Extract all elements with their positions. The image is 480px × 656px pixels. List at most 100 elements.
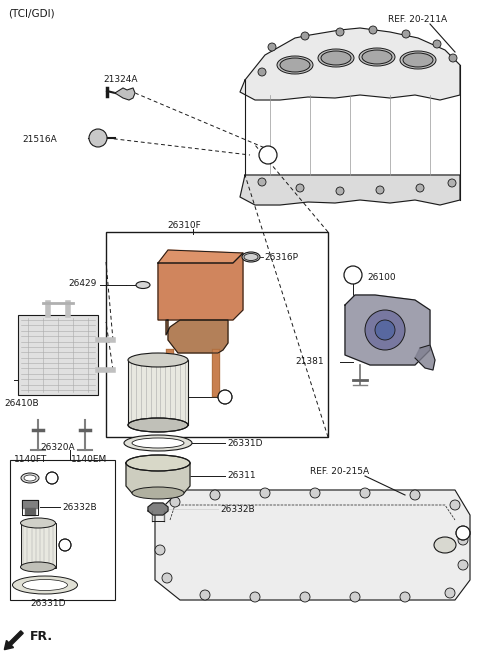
FancyArrow shape <box>4 631 23 649</box>
Ellipse shape <box>277 56 313 74</box>
Ellipse shape <box>362 50 392 64</box>
Text: 1140EM: 1140EM <box>71 455 107 464</box>
Text: 1: 1 <box>62 541 67 550</box>
Bar <box>106 232 328 437</box>
Bar <box>128 360 188 425</box>
Circle shape <box>268 43 276 51</box>
Circle shape <box>310 488 320 498</box>
Circle shape <box>410 490 420 500</box>
Circle shape <box>300 592 310 602</box>
Circle shape <box>200 590 210 600</box>
Circle shape <box>59 539 71 551</box>
Ellipse shape <box>136 281 150 289</box>
Circle shape <box>258 68 266 76</box>
Circle shape <box>89 129 107 147</box>
Circle shape <box>218 390 232 404</box>
Text: 26429: 26429 <box>68 279 96 287</box>
Text: 26332B: 26332B <box>220 504 254 514</box>
Ellipse shape <box>318 49 354 67</box>
Text: REF. 20-215A: REF. 20-215A <box>310 468 369 476</box>
Circle shape <box>456 526 470 540</box>
Polygon shape <box>22 500 38 508</box>
Text: 21516A: 21516A <box>22 136 57 144</box>
Text: 26331D: 26331D <box>227 438 263 447</box>
Circle shape <box>344 266 362 284</box>
Text: 1: 1 <box>223 392 228 401</box>
Text: REF. 20-211A: REF. 20-211A <box>388 16 447 24</box>
Text: 26316P: 26316P <box>264 253 298 262</box>
Polygon shape <box>126 463 190 493</box>
Circle shape <box>258 178 266 186</box>
Text: 21381: 21381 <box>295 358 324 367</box>
Circle shape <box>250 592 260 602</box>
Polygon shape <box>415 345 435 370</box>
Circle shape <box>400 592 410 602</box>
Circle shape <box>445 588 455 598</box>
Ellipse shape <box>21 562 56 572</box>
Circle shape <box>458 560 468 570</box>
Circle shape <box>259 146 277 164</box>
Circle shape <box>433 40 441 48</box>
Text: 26311: 26311 <box>227 472 256 480</box>
Polygon shape <box>240 28 460 100</box>
Circle shape <box>450 500 460 510</box>
Bar <box>21 523 56 568</box>
Circle shape <box>336 187 344 195</box>
Text: A: A <box>350 270 356 279</box>
Circle shape <box>448 179 456 187</box>
Ellipse shape <box>400 51 436 69</box>
Text: 21324A: 21324A <box>103 75 137 85</box>
Circle shape <box>365 310 405 350</box>
Polygon shape <box>158 250 243 263</box>
Ellipse shape <box>434 537 456 553</box>
Circle shape <box>301 32 309 40</box>
Text: 26320A: 26320A <box>40 443 74 453</box>
Bar <box>10 460 115 600</box>
Ellipse shape <box>128 353 188 367</box>
Polygon shape <box>148 503 168 515</box>
Circle shape <box>260 488 270 498</box>
Text: A: A <box>265 150 271 159</box>
Text: 26331D: 26331D <box>30 598 65 607</box>
Polygon shape <box>240 175 460 205</box>
Ellipse shape <box>280 58 310 72</box>
Text: 1140FT: 1140FT <box>14 455 47 464</box>
Circle shape <box>210 490 220 500</box>
Ellipse shape <box>403 53 433 67</box>
Polygon shape <box>158 253 243 320</box>
Circle shape <box>402 30 410 38</box>
Ellipse shape <box>242 252 260 262</box>
Circle shape <box>46 472 58 484</box>
Ellipse shape <box>132 438 184 448</box>
Ellipse shape <box>24 475 36 481</box>
Ellipse shape <box>128 418 188 432</box>
Circle shape <box>336 28 344 36</box>
Circle shape <box>170 497 180 507</box>
Ellipse shape <box>12 576 77 594</box>
Polygon shape <box>25 508 35 515</box>
Ellipse shape <box>124 435 192 451</box>
Text: (TCI/GDI): (TCI/GDI) <box>8 9 55 19</box>
Polygon shape <box>345 295 430 365</box>
Ellipse shape <box>21 518 56 528</box>
Polygon shape <box>115 88 135 100</box>
Circle shape <box>296 184 304 192</box>
Ellipse shape <box>132 487 184 499</box>
Circle shape <box>162 573 172 583</box>
Bar <box>18 315 98 395</box>
Polygon shape <box>155 490 470 600</box>
Circle shape <box>416 184 424 192</box>
Circle shape <box>458 535 468 545</box>
Circle shape <box>376 186 384 194</box>
Ellipse shape <box>126 455 190 471</box>
Circle shape <box>360 488 370 498</box>
Ellipse shape <box>321 51 351 65</box>
Text: 26410B: 26410B <box>4 398 38 407</box>
Circle shape <box>369 26 377 34</box>
Circle shape <box>350 592 360 602</box>
Circle shape <box>449 54 457 62</box>
Circle shape <box>155 545 165 555</box>
Text: 2: 2 <box>49 474 54 483</box>
Ellipse shape <box>23 579 68 590</box>
Text: 26310F: 26310F <box>167 220 201 230</box>
